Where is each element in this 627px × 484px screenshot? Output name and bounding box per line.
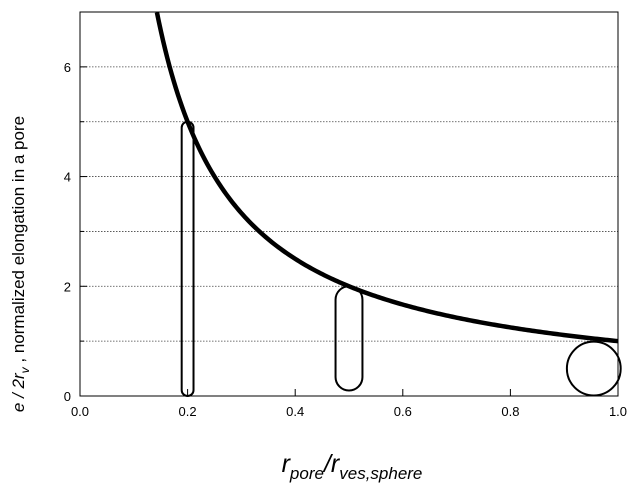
x-axis-label-main: r	[282, 450, 292, 478]
x-tick-label: 0.8	[501, 404, 519, 419]
y-tick-label: 2	[64, 279, 71, 294]
y-axis-label-suffix: , normalized elongation in a pore	[9, 116, 28, 367]
x-axis-label-sub2: ves,sphere	[339, 464, 422, 483]
pore-circle	[565, 340, 622, 397]
series-line	[154, 11, 619, 344]
y-tick-label: 0	[64, 389, 71, 404]
curve-layer	[154, 11, 619, 344]
pore-capsule-2	[334, 285, 364, 392]
axis-ticks	[79, 66, 619, 397]
grid-lines	[80, 66, 618, 342]
pore-shapes	[180, 120, 622, 397]
y-tick-label: 4	[64, 170, 71, 185]
y-axis-label-sub: v	[18, 366, 32, 373]
x-tick-label: 1.0	[609, 404, 627, 419]
plot-frame	[79, 11, 619, 397]
x-tick-label: 0.4	[286, 404, 304, 419]
x-tick-label: 0.0	[71, 404, 89, 419]
x-axis-label-sep: /r	[322, 450, 341, 478]
y-axis-label-prefix: e / 2r	[9, 372, 28, 412]
svg-text:e / 2rv , normalized elongat: e / 2rv , normalized elongation in a por…	[9, 116, 32, 412]
tick-labels: 0 2 4 6 0.0 0.2 0.4 0.6 0.8 1.0	[64, 60, 627, 419]
pore-capsule-1	[180, 120, 195, 397]
x-axis-label-sub1: pore	[289, 464, 324, 483]
y-tick-label: 6	[64, 60, 71, 75]
x-axis-label: rpore/rves,sphere	[282, 450, 423, 483]
y-axis-label: e / 2rv , normalized elongation in a por…	[9, 116, 32, 412]
x-tick-label: 0.2	[179, 404, 197, 419]
x-tick-label: 0.6	[394, 404, 412, 419]
